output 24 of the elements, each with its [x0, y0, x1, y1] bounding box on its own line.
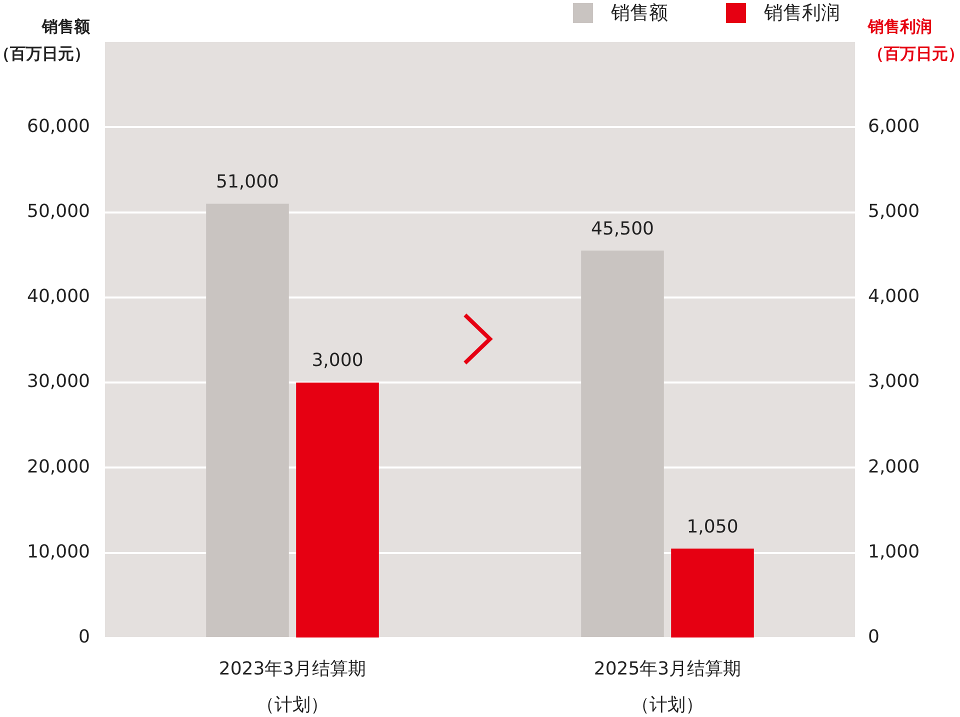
- y-tick-label: 60,000: [27, 116, 90, 137]
- data-label: 45,500: [591, 218, 654, 240]
- y-tick-label: 10,000: [27, 542, 90, 563]
- y-tick-label: 30,000: [27, 371, 90, 392]
- y2-axis-title: 销售利润（百万日元）: [867, 17, 960, 64]
- y-axis-title: 销售额（百万日元）: [0, 17, 91, 64]
- legend-label: 销售利润: [763, 2, 840, 24]
- y2-tick-label: 0: [868, 626, 880, 648]
- y2-tick-label: 3,000: [868, 371, 920, 392]
- x-tick-label: 2023年3月结算期（计划）: [218, 658, 366, 716]
- y2-tick-label: 2,000: [868, 456, 920, 478]
- x-tick-label: 2025年3月结算期（计划）: [594, 658, 742, 716]
- legend-label: 销售额: [610, 2, 668, 24]
- data-label: 1,050: [686, 516, 738, 538]
- y-tick-label: 50,000: [27, 200, 90, 222]
- y-tick-label: 40,000: [27, 286, 90, 308]
- y2-tick-label: 6,000: [868, 116, 920, 137]
- y2-tick-label: 5,000: [868, 200, 920, 222]
- y-tick-label: 20,000: [27, 456, 90, 478]
- data-label: 3,000: [312, 350, 364, 372]
- y2-tick-label: 1,000: [868, 542, 920, 563]
- data-label: 51,000: [216, 171, 279, 192]
- y2-tick-label: 4,000: [868, 286, 920, 308]
- y-tick-label: 0: [78, 626, 90, 648]
